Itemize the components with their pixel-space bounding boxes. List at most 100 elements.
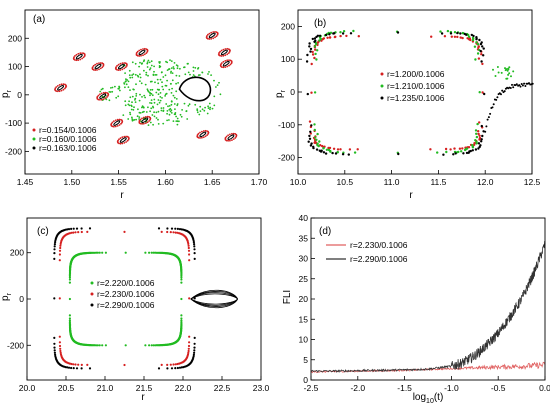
data-point [156,103,159,106]
data-point [192,355,195,358]
data-point [220,49,223,52]
data-point [115,96,118,99]
data-point [480,53,483,56]
data-point [53,245,56,248]
panel-d: -2.5 -2.0 -1.5 -1.0 -0.5 0.0 0 5 10 15 20 25 30 35 40 l… [282,213,550,404]
data-point [228,59,230,61]
data-point [188,103,191,106]
data-point [77,52,80,55]
data-point [444,147,448,151]
data-point [64,83,66,86]
data-point [207,73,209,75]
data-point [124,72,126,74]
data-point [161,71,163,73]
data-point [127,80,130,83]
data-point [228,64,230,67]
data-point [134,101,137,103]
data-point [167,105,169,108]
data-point [138,65,141,68]
data-point [60,89,63,92]
data-point [207,133,210,135]
data-point [317,144,320,148]
x-tick-label: 1.60 [157,177,174,187]
data-point [334,152,338,155]
data-point [478,121,481,124]
y-tick-label: -200 [7,340,24,350]
data-point [506,77,509,80]
data-point [121,142,124,145]
data-point [142,54,144,57]
data-point [227,139,230,142]
data-point [168,119,170,121]
data-point [147,124,150,126]
data-point [153,101,156,104]
data-point [197,74,200,76]
data-point [192,74,195,76]
x-tick-label: 22.5 [214,383,231,393]
data-point [138,55,141,57]
data-point [166,119,169,122]
data-point [172,363,175,366]
data-point [96,251,99,254]
data-point [151,94,154,97]
data-point [98,68,100,71]
data-point [124,344,127,347]
x-tick-label: 20.0 [19,383,36,393]
data-point [106,92,108,94]
data-point [129,96,132,99]
data-point [504,67,506,70]
data-point [149,91,151,94]
panel-a: 1.45 1.50 1.55 1.60 1.65 1.70 -200 -100 0 100 200 r… [0,9,268,201]
data-point [142,60,145,63]
data-point [172,94,175,97]
island-core [208,32,216,39]
data-point [55,86,58,88]
data-point [523,82,526,85]
data-point [58,335,61,338]
data-point [160,230,163,233]
data-point [213,104,216,107]
data-point [478,91,481,94]
legend-swatch [32,137,36,141]
y-axis-label: pr [274,89,287,98]
data-point [133,106,135,109]
data-point [166,367,169,370]
data-point [211,107,214,110]
data-point [177,82,180,84]
data-point [137,108,139,111]
data-point [135,95,138,97]
y-tick-label: 100 [281,54,295,64]
data-point [315,42,318,46]
data-point [313,123,316,126]
data-point [194,103,197,106]
data-point [59,244,62,247]
data-point [75,53,78,56]
data-point [165,103,168,105]
data-point [169,110,172,113]
data-point [208,102,211,105]
data-point [80,363,83,366]
data-point [348,148,352,151]
data-point [512,86,515,89]
data-point [347,153,350,156]
data-point [58,253,62,256]
data-point [339,31,342,34]
data-point [208,71,210,73]
data-point [314,52,317,56]
data-point [229,63,232,66]
island-core [57,85,65,91]
data-point [162,76,165,78]
data-point [166,230,169,234]
data-point [72,227,75,230]
data-point [477,132,480,136]
data-point [501,89,504,92]
data-point [339,148,342,151]
data-point [477,57,481,60]
plot-area [310,240,546,374]
data-point [484,130,487,133]
data-point [477,142,481,145]
data-point [80,230,83,234]
data-point [231,139,233,142]
data-point [208,32,211,35]
data-point [144,122,147,124]
